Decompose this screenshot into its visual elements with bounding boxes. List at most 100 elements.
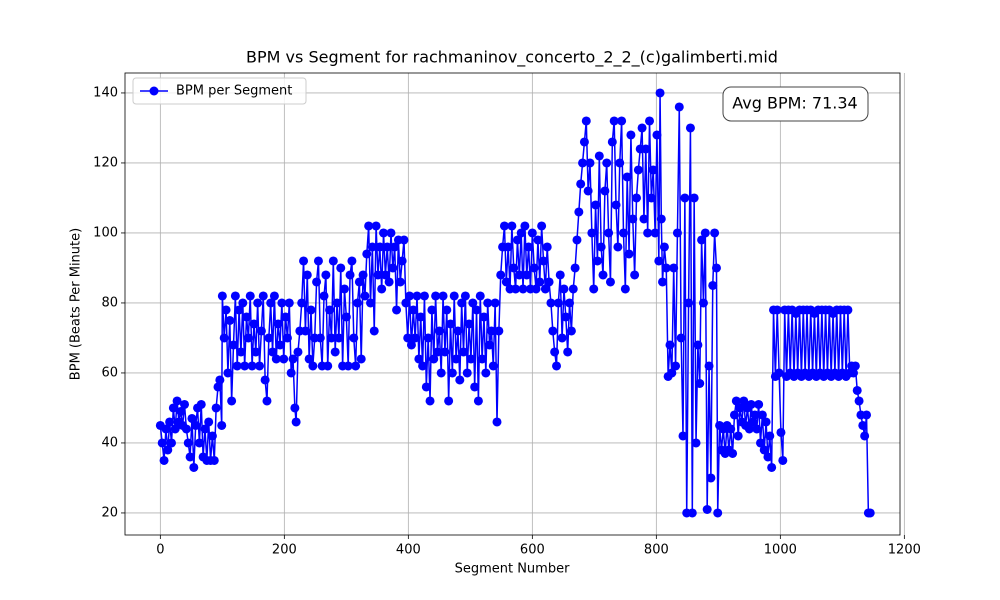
data-point xyxy=(183,438,193,448)
data-point xyxy=(425,396,435,406)
data-point xyxy=(302,270,312,280)
data-point xyxy=(403,333,413,343)
data-point xyxy=(353,298,362,308)
data-point xyxy=(689,193,699,203)
data-point xyxy=(349,333,359,343)
data-point xyxy=(390,242,400,252)
data-point xyxy=(552,361,562,371)
data-point xyxy=(284,298,294,308)
data-point xyxy=(711,263,721,273)
data-point xyxy=(236,347,246,357)
data-point xyxy=(774,368,784,378)
data-point xyxy=(306,305,316,315)
data-point xyxy=(268,347,278,357)
data-point xyxy=(860,431,870,441)
data-point xyxy=(279,354,289,364)
data-point xyxy=(446,319,455,329)
data-point xyxy=(607,137,617,147)
data-point xyxy=(217,291,227,301)
data-point xyxy=(180,399,190,409)
data-point xyxy=(432,347,442,357)
y-tick-label: 40 xyxy=(101,435,118,450)
data-point xyxy=(223,368,233,378)
data-point xyxy=(366,298,376,308)
data-point xyxy=(494,326,504,336)
data-point xyxy=(364,221,374,231)
data-point xyxy=(598,270,608,280)
legend: BPM per Segment xyxy=(132,77,307,105)
x-tick-label: 1200 xyxy=(888,543,921,558)
data-point xyxy=(615,158,625,168)
data-point xyxy=(442,305,452,315)
data-point xyxy=(269,291,279,301)
data-point xyxy=(702,504,712,514)
data-point xyxy=(697,235,707,245)
data-point xyxy=(550,347,560,357)
data-point xyxy=(485,340,495,350)
legend-label: BPM per Segment xyxy=(176,84,292,99)
y-tick-label: 20 xyxy=(101,505,118,520)
data-point xyxy=(234,305,244,315)
data-point xyxy=(748,417,758,427)
data-point xyxy=(757,410,767,420)
data-point xyxy=(447,368,457,378)
data-point xyxy=(555,270,565,280)
data-point xyxy=(386,228,396,238)
data-point xyxy=(553,298,563,308)
data-point xyxy=(546,298,556,308)
data-point xyxy=(529,263,539,273)
data-point xyxy=(632,193,641,203)
data-point xyxy=(514,270,524,280)
data-point xyxy=(347,256,357,266)
data-point xyxy=(759,445,769,455)
data-point xyxy=(507,221,517,231)
data-point xyxy=(431,291,441,301)
data-point xyxy=(451,354,461,364)
data-point xyxy=(626,130,636,140)
data-point xyxy=(300,326,310,336)
data-point xyxy=(251,347,261,357)
data-point xyxy=(579,137,589,147)
data-point xyxy=(399,235,409,245)
data-point xyxy=(185,452,195,462)
data-point xyxy=(406,340,416,350)
data-point xyxy=(163,445,173,455)
data-point xyxy=(326,333,336,343)
data-point xyxy=(401,298,411,308)
data-point xyxy=(531,284,541,294)
data-point xyxy=(518,284,528,294)
data-point xyxy=(253,298,263,308)
data-point xyxy=(221,305,231,315)
data-point xyxy=(230,291,240,301)
data-point xyxy=(713,508,723,518)
data-point xyxy=(665,340,675,350)
data-point xyxy=(277,298,287,308)
data-point xyxy=(330,347,340,357)
data-point xyxy=(161,424,171,434)
data-point xyxy=(850,361,860,371)
data-point xyxy=(655,88,665,98)
data-point xyxy=(281,312,291,322)
data-point xyxy=(377,284,387,294)
data-point xyxy=(739,396,749,406)
data-point xyxy=(369,326,379,336)
data-point xyxy=(481,368,491,378)
data-point xyxy=(444,396,454,406)
data-point xyxy=(429,354,439,364)
data-point xyxy=(761,417,771,427)
data-point xyxy=(574,207,584,217)
data-point xyxy=(637,123,647,133)
data-point xyxy=(419,291,429,301)
data-point xyxy=(581,116,591,126)
data-point xyxy=(600,186,610,196)
data-point xyxy=(207,431,217,441)
data-point xyxy=(427,305,437,315)
data-point xyxy=(271,354,281,364)
data-point xyxy=(242,312,252,322)
data-point xyxy=(483,298,493,308)
data-point xyxy=(168,403,178,413)
data-point xyxy=(540,284,550,294)
data-point xyxy=(613,242,623,252)
data-point xyxy=(643,228,653,238)
data-point xyxy=(511,284,521,294)
